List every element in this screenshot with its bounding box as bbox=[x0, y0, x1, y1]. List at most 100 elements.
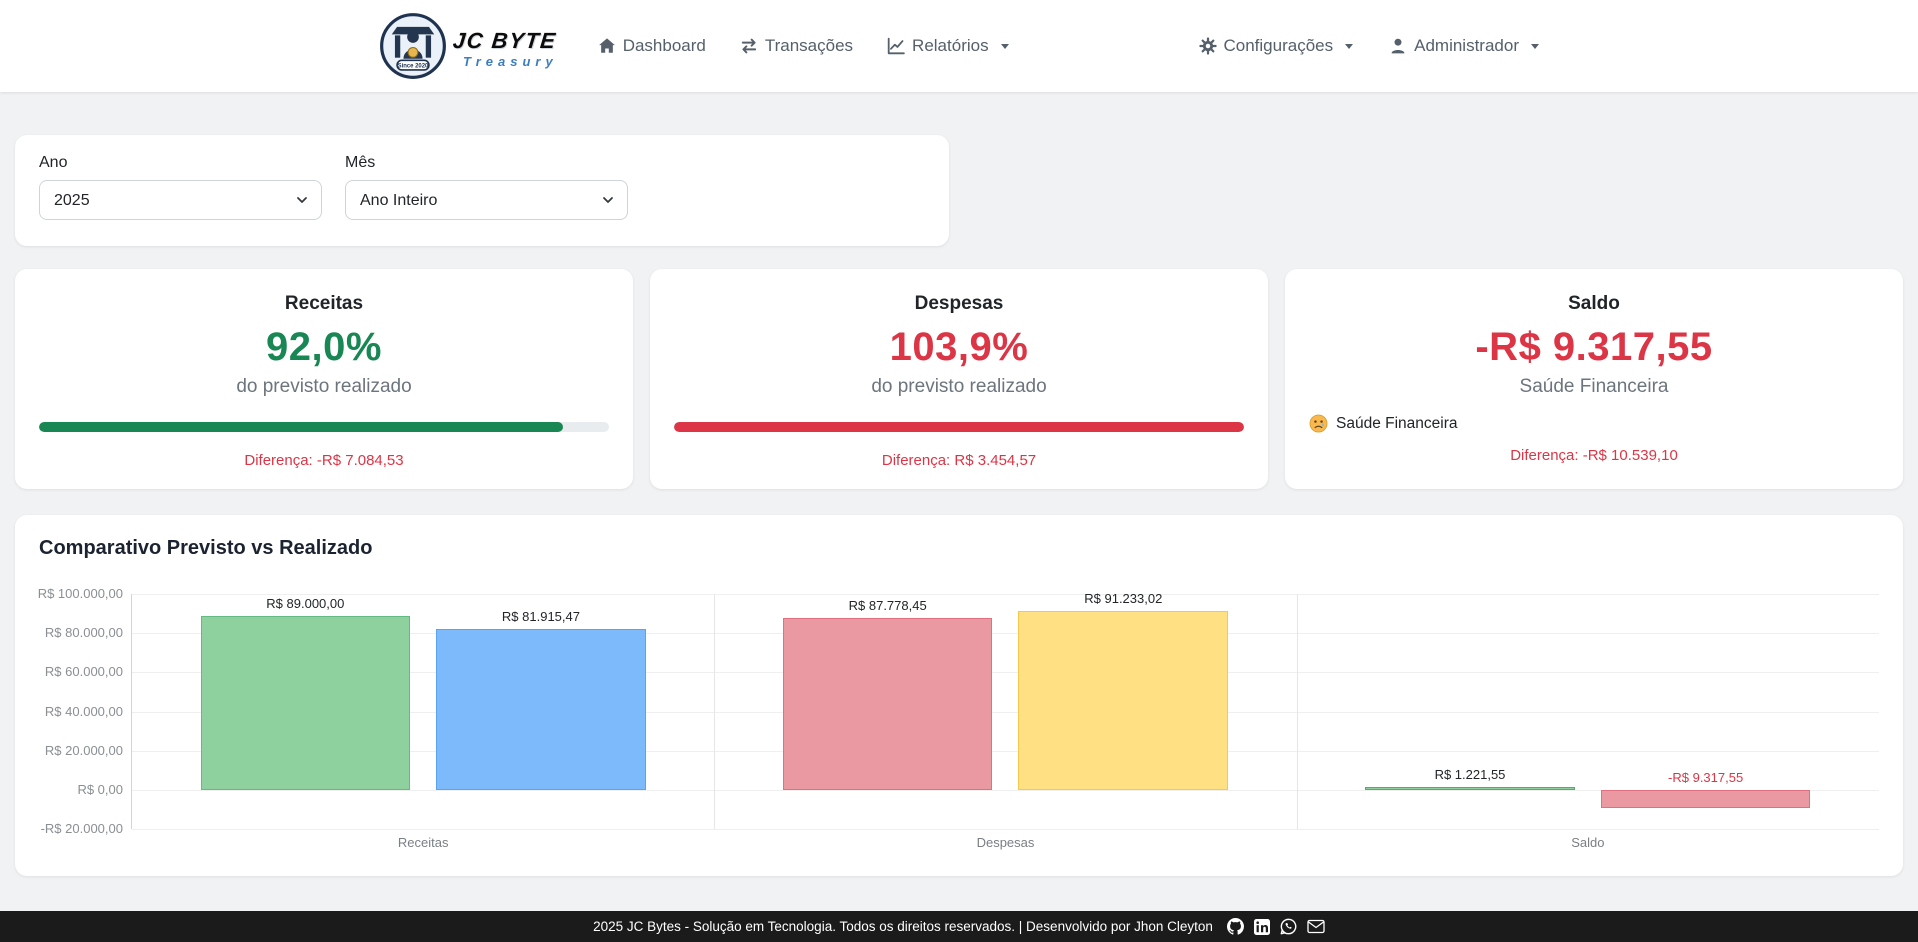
brand-logo[interactable]: Since 2020 JC BYTE Treasury bbox=[379, 12, 558, 80]
bar-realizado-despesas bbox=[1018, 611, 1229, 790]
filter-card: Ano 2025 Mês Ano Inteiro bbox=[15, 135, 949, 246]
chart-card: Comparativo Previsto vs Realizado R$ 100… bbox=[15, 515, 1903, 876]
y-tick-label: R$ 20.000,00 bbox=[44, 742, 123, 758]
gridline bbox=[132, 711, 1879, 713]
nav-label: Transações bbox=[764, 36, 854, 55]
bar-chart: R$ 100.000,00 R$ 80.000,00 R$ 60.000,00 R$ … bbox=[38, 586, 1879, 836]
bar-group-receitas: R$ 89.000,00 R$ 81.915,47 bbox=[132, 594, 714, 829]
chart-plot-area: R$ 89.000,00 R$ 81.915,47 R$ 87.778,45 R$ 9… bbox=[131, 591, 1879, 830]
despesas-title: Despesas bbox=[914, 293, 1004, 314]
brand-subtitle: Treasury bbox=[463, 54, 558, 69]
chart-x-axis: Receitas Despesas Saldo bbox=[132, 835, 1879, 850]
nav-label: Relatórios bbox=[912, 36, 989, 55]
gridline bbox=[132, 750, 1879, 752]
y-tick-label: R$ 100.000,00 bbox=[37, 586, 123, 601]
brand-emblem-icon: Since 2020 bbox=[380, 13, 446, 79]
bar-value-label: R$ 87.778,45 bbox=[848, 597, 927, 613]
receitas-progress-fill bbox=[39, 422, 564, 432]
category-separator bbox=[714, 594, 716, 829]
nav-right: Configurações Administrador bbox=[1198, 36, 1539, 56]
gridline bbox=[132, 633, 1879, 635]
main-content: Ano 2025 Mês Ano Inteiro bbox=[0, 135, 1918, 876]
receitas-card: Receitas 92,0% do previsto realizado Dif… bbox=[15, 269, 633, 489]
saldo-card: Saldo -R$ 9.317,55 Saúde Financeira Saúd… bbox=[1285, 269, 1903, 489]
gear-icon bbox=[1198, 37, 1217, 55]
gridline bbox=[132, 672, 1879, 674]
health-label: Saúde Financeira bbox=[1336, 414, 1458, 432]
chart-line-icon bbox=[887, 37, 905, 55]
y-tick-label: -R$ 20.000,00 bbox=[40, 821, 123, 836]
despesas-value: 103,9% bbox=[889, 325, 1029, 369]
bar-value-label: R$ 81.915,47 bbox=[501, 609, 580, 625]
navbar: Since 2020 JC BYTE Treasury Dashboard Tr… bbox=[0, 0, 1918, 92]
gridline bbox=[132, 829, 1879, 830]
whatsapp-icon[interactable] bbox=[1280, 918, 1297, 935]
gridline bbox=[132, 594, 1879, 595]
y-tick-label: R$ 60.000,00 bbox=[44, 664, 123, 680]
sad-face-emoji-icon bbox=[1309, 414, 1328, 433]
receitas-subtitle: do previsto realizado bbox=[236, 376, 412, 397]
linkedin-icon[interactable] bbox=[1253, 918, 1270, 935]
bar-value-label: R$ 91.233,02 bbox=[1084, 591, 1163, 607]
nav-item-administrador[interactable]: Administrador bbox=[1389, 36, 1539, 56]
nav-item-dashboard[interactable]: Dashboard bbox=[598, 36, 706, 56]
year-select[interactable]: 2025 bbox=[39, 180, 322, 220]
footer: 2025 JC Bytes - Solução em Tecnologia. T… bbox=[0, 911, 1918, 942]
saldo-title: Saldo bbox=[1568, 293, 1620, 314]
email-icon[interactable] bbox=[1307, 919, 1325, 934]
despesas-card: Despesas 103,9% do previsto realizado Di… bbox=[650, 269, 1268, 489]
bar-value-label: -R$ 9.317,55 bbox=[1668, 769, 1744, 785]
despesas-diff: Diferença: R$ 3.454,57 bbox=[881, 452, 1037, 469]
home-icon bbox=[598, 38, 615, 53]
despesas-progress-fill bbox=[674, 422, 1244, 432]
nav-item-relatorios[interactable]: Relatórios bbox=[887, 36, 1009, 56]
chevron-down-icon bbox=[1000, 43, 1009, 49]
receitas-title: Receitas bbox=[284, 293, 364, 314]
gridline bbox=[132, 789, 1879, 791]
chevron-down-icon bbox=[1531, 43, 1539, 49]
brand-badge: Since 2020 bbox=[398, 64, 429, 70]
main-nav: Dashboard Transações Relatórios bbox=[598, 36, 1009, 56]
receitas-progress-track bbox=[39, 422, 609, 432]
bar-previsto-saldo bbox=[1365, 787, 1575, 790]
brand-title: JC BYTE bbox=[451, 28, 558, 53]
nav-label: Administrador bbox=[1414, 36, 1519, 55]
bar-value-label: R$ 1.221,55 bbox=[1434, 767, 1506, 783]
github-icon[interactable] bbox=[1226, 918, 1244, 935]
bar-realizado-saldo bbox=[1600, 789, 1811, 809]
month-select[interactable]: Ano Inteiro bbox=[345, 180, 628, 220]
y-tick-label: R$ 80.000,00 bbox=[44, 625, 123, 641]
nav-label: Dashboard bbox=[622, 36, 706, 55]
month-label: Mês bbox=[345, 154, 376, 171]
nav-item-configuracoes[interactable]: Configurações bbox=[1198, 36, 1354, 56]
x-category-label: Despesas bbox=[976, 835, 1035, 850]
chart-y-axis: R$ 100.000,00 R$ 80.000,00 R$ 60.000,00 R$ … bbox=[38, 586, 131, 836]
nav-item-transacoes[interactable]: Transações bbox=[740, 36, 853, 56]
chevron-down-icon bbox=[1345, 43, 1354, 49]
saldo-diff: Diferença: -R$ 10.539,10 bbox=[1510, 447, 1678, 464]
transfer-arrows-icon bbox=[741, 38, 757, 54]
chart-bar-groups: R$ 89.000,00 R$ 81.915,47 R$ 87.778,45 R$ 9… bbox=[132, 591, 1879, 829]
person-icon bbox=[1391, 38, 1405, 54]
health-row: Saúde Financeira bbox=[1309, 414, 1879, 433]
bar-group-saldo: R$ 1.221,55 -R$ 9.317,55 bbox=[1297, 594, 1879, 829]
despesas-progress-track bbox=[674, 422, 1244, 432]
bar-value-label: R$ 89.000,00 bbox=[266, 595, 345, 611]
category-separator bbox=[1296, 594, 1298, 829]
receitas-diff: Diferença: -R$ 7.084,53 bbox=[244, 452, 404, 469]
stat-cards: Receitas 92,0% do previsto realizado Dif… bbox=[15, 269, 1903, 489]
bar-previsto-receitas bbox=[200, 615, 411, 790]
y-tick-label: R$ 0,00 bbox=[77, 781, 123, 797]
year-label: Ano bbox=[39, 154, 68, 171]
despesas-subtitle: do previsto realizado bbox=[871, 376, 1047, 397]
footer-social-icons bbox=[1226, 918, 1325, 935]
y-tick-label: R$ 40.000,00 bbox=[44, 703, 123, 719]
saldo-subtitle: Saúde Financeira bbox=[1519, 376, 1669, 397]
bar-previsto-despesas bbox=[782, 617, 993, 790]
chart-title: Comparativo Previsto vs Realizado bbox=[39, 537, 373, 559]
receitas-value: 92,0% bbox=[266, 325, 382, 369]
nav-label: Configurações bbox=[1223, 36, 1334, 55]
x-category-label: Receitas bbox=[397, 835, 449, 850]
footer-text: 2025 JC Bytes - Solução em Tecnologia. T… bbox=[593, 919, 1213, 934]
x-category-label: Saldo bbox=[1571, 835, 1605, 850]
